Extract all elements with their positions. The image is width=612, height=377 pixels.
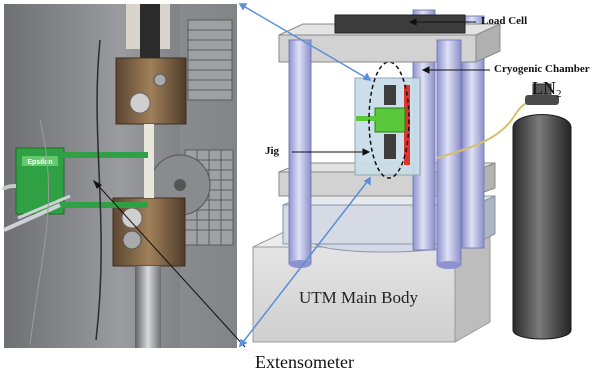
- load-cell-label: Load Cell: [481, 15, 528, 27]
- top-rod: [140, 4, 160, 66]
- upper-grip: [115, 57, 187, 125]
- ln2-label: LN2: [532, 78, 562, 100]
- ln2-subscript: 2: [556, 88, 562, 100]
- extensometer-label: Extensometer: [255, 352, 354, 372]
- load-cell: [334, 14, 466, 34]
- column-back-right: [461, 15, 485, 249]
- jig-part: [374, 107, 406, 133]
- lower-rod: [135, 266, 161, 348]
- blue-leaders: [238, 3, 372, 348]
- jig-highlight: [368, 61, 410, 179]
- cryogenic-chamber-label: Cryogenic Chamber: [494, 63, 590, 75]
- ln2-cylinder: [512, 114, 572, 340]
- cable: [3, 203, 61, 232]
- jig-label: Jig: [265, 145, 280, 157]
- ln2-main: LN: [532, 78, 556, 98]
- red-rail: [404, 85, 410, 165]
- utm-main-body-label: UTM Main Body: [299, 288, 418, 307]
- lower-grip: [112, 197, 186, 267]
- extensometer-leader: [93, 180, 246, 348]
- specimen: [144, 124, 154, 198]
- device-brand: Epsilon: [27, 159, 52, 166]
